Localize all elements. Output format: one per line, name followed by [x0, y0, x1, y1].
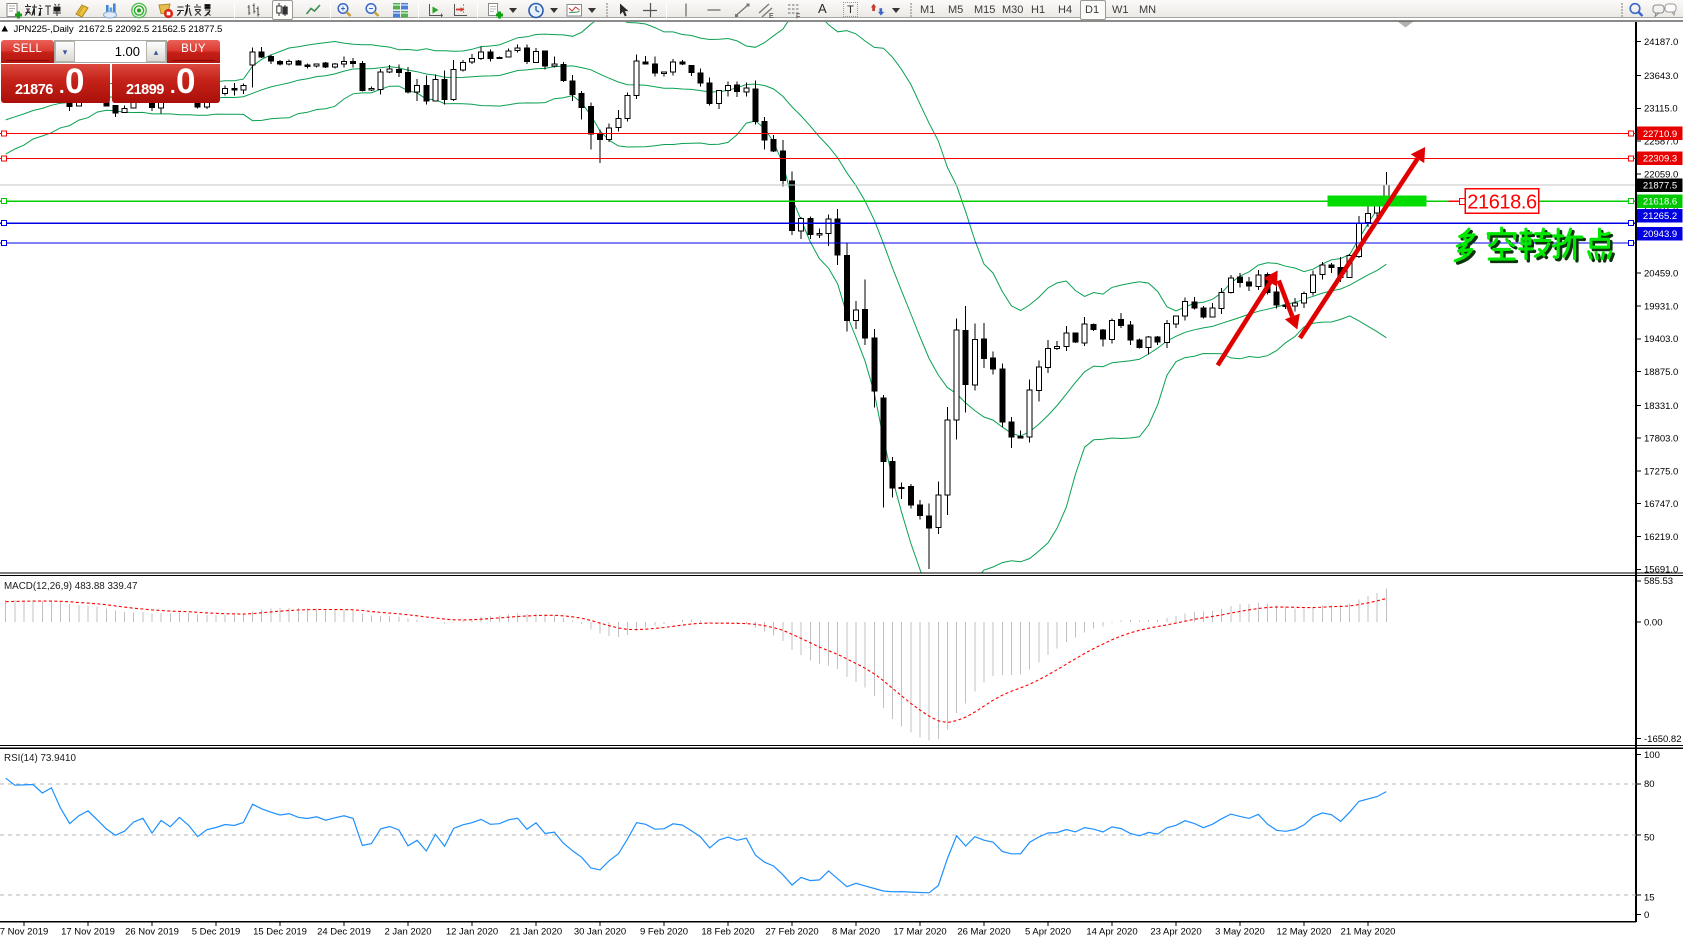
svg-text:22710.9: 22710.9 [1643, 129, 1677, 140]
svg-text:16747.0: 16747.0 [1644, 499, 1678, 510]
svg-text:0: 0 [1644, 910, 1649, 921]
svg-text:20943.9: 20943.9 [1643, 229, 1677, 240]
svg-text:17803.0: 17803.0 [1644, 434, 1678, 445]
svg-text:3 May 2020: 3 May 2020 [1215, 927, 1265, 938]
svg-text:16219.0: 16219.0 [1644, 532, 1678, 543]
svg-text:26 Mar 2020: 26 Mar 2020 [957, 927, 1010, 938]
svg-text:MACD(12,26,9) 483.88 339.47: MACD(12,26,9) 483.88 339.47 [4, 581, 137, 592]
svg-text:23 Apr 2020: 23 Apr 2020 [1150, 927, 1201, 938]
svg-text:0.00: 0.00 [1644, 617, 1663, 628]
svg-text:18875.0: 18875.0 [1644, 367, 1678, 378]
svg-text:22309.3: 22309.3 [1643, 154, 1677, 165]
svg-text:12 May 2020: 12 May 2020 [1277, 927, 1332, 938]
svg-text:30 Jan 2020: 30 Jan 2020 [574, 927, 626, 938]
svg-text:80: 80 [1644, 779, 1655, 790]
svg-text:19931.0: 19931.0 [1644, 301, 1678, 312]
svg-text:19403.0: 19403.0 [1644, 334, 1678, 345]
svg-text:9 Feb 2020: 9 Feb 2020 [640, 927, 688, 938]
svg-text:15691.0: 15691.0 [1644, 565, 1678, 576]
svg-text:20459.0: 20459.0 [1644, 269, 1678, 280]
svg-text:21 Jan 2020: 21 Jan 2020 [510, 927, 562, 938]
svg-text:21 May 2020: 21 May 2020 [1341, 927, 1396, 938]
svg-text:-1650.82: -1650.82 [1644, 734, 1682, 745]
svg-text:7 Nov 2019: 7 Nov 2019 [0, 927, 48, 938]
svg-text:17 Mar 2020: 17 Mar 2020 [893, 927, 946, 938]
svg-text:585.53: 585.53 [1644, 576, 1673, 587]
svg-text:100: 100 [1644, 750, 1660, 761]
svg-text:18331.0: 18331.0 [1644, 401, 1678, 412]
svg-text:23643.0: 23643.0 [1644, 71, 1678, 82]
svg-text:JPN225-,Daily 21672.5 22092.5: JPN225-,Daily 21672.5 22092.5 21562.5 21… [14, 24, 223, 35]
svg-text:8 Mar 2020: 8 Mar 2020 [832, 927, 880, 938]
svg-text:21618.6: 21618.6 [1643, 197, 1677, 208]
svg-text:15 Dec 2019: 15 Dec 2019 [253, 927, 307, 938]
svg-text:12 Jan 2020: 12 Jan 2020 [446, 927, 498, 938]
svg-text:24 Dec 2019: 24 Dec 2019 [317, 927, 371, 938]
svg-text:17 Nov 2019: 17 Nov 2019 [61, 927, 115, 938]
svg-text:21877.5: 21877.5 [1643, 181, 1677, 192]
svg-text:RSI(14) 73.9410: RSI(14) 73.9410 [4, 753, 76, 764]
svg-text:E: E [769, 13, 774, 19]
svg-text:24187.0: 24187.0 [1644, 37, 1678, 48]
svg-text:27 Feb 2020: 27 Feb 2020 [765, 927, 818, 938]
svg-text:F: F [796, 14, 800, 20]
svg-text:5 Dec 2019: 5 Dec 2019 [192, 927, 241, 938]
svg-text:26 Nov 2019: 26 Nov 2019 [125, 927, 179, 938]
svg-text:5 Apr 2020: 5 Apr 2020 [1025, 927, 1071, 938]
svg-text:17275.0: 17275.0 [1644, 466, 1678, 477]
svg-text:21618.6: 21618.6 [1467, 191, 1537, 213]
svg-text:23115.0: 23115.0 [1644, 104, 1678, 115]
svg-text:22587.0: 22587.0 [1644, 137, 1678, 148]
svg-text:18 Feb 2020: 18 Feb 2020 [701, 927, 754, 938]
svg-text:14 Apr 2020: 14 Apr 2020 [1086, 927, 1137, 938]
svg-text:15: 15 [1644, 892, 1655, 903]
svg-text:2 Jan 2020: 2 Jan 2020 [384, 927, 431, 938]
svg-text:50: 50 [1644, 832, 1655, 843]
svg-text:21265.2: 21265.2 [1643, 211, 1677, 222]
svg-text:22059.0: 22059.0 [1644, 169, 1678, 180]
